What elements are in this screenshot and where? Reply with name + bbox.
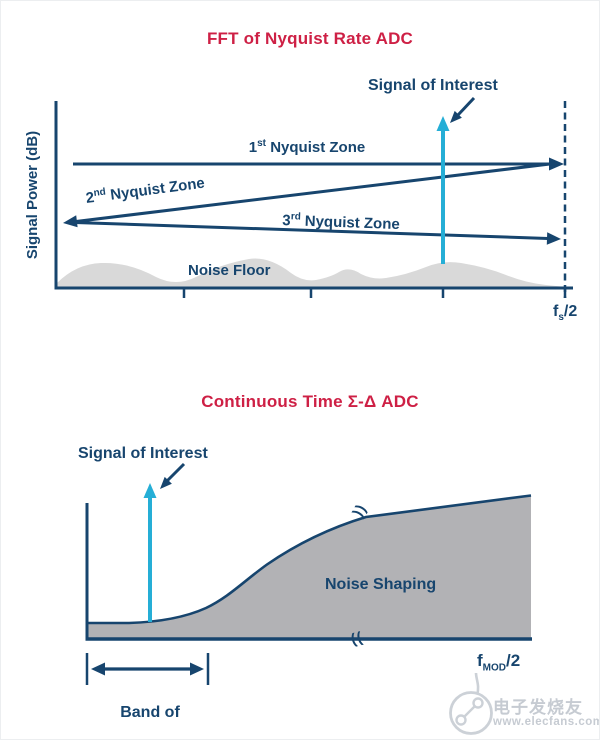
noise-shaping-label: Noise Shaping bbox=[325, 576, 437, 593]
zone1-num: 1 bbox=[248, 139, 258, 156]
zone2-arrow bbox=[63, 161, 559, 228]
chart1-annotation-arrow bbox=[450, 96, 476, 123]
fs2-rest: /2 bbox=[563, 303, 578, 320]
zone3-rest: Nyquist Zone bbox=[300, 212, 401, 234]
chart1-fs2-label: fs/2 bbox=[553, 303, 578, 324]
chart1-x-ticks bbox=[182, 288, 567, 298]
band-of-interest-bracket bbox=[85, 653, 210, 685]
chart1-plot bbox=[54, 96, 573, 298]
fmod2-base: f bbox=[477, 651, 483, 670]
noise-shaping-curve bbox=[87, 494, 532, 625]
chart1-title: FFT of Nyquist Rate ADC bbox=[206, 29, 414, 48]
fmod2-rest: /2 bbox=[506, 651, 521, 670]
zone3-arrow bbox=[74, 221, 561, 245]
fmod2-sub: MOD bbox=[482, 662, 507, 674]
chart1-signal-arrow bbox=[436, 116, 450, 264]
noise-floor-label: Noise Floor bbox=[188, 262, 271, 279]
chart2-signal-arrow bbox=[143, 483, 157, 622]
elecfans-logo-icon bbox=[449, 672, 493, 735]
zone1-sup: st bbox=[257, 138, 267, 149]
fs2-base: f bbox=[553, 303, 559, 320]
watermark-site-name: 电子发烧友 bbox=[493, 698, 583, 717]
zone1-arrow bbox=[73, 157, 564, 171]
watermark-site-url: www.elecfans.com bbox=[493, 716, 600, 728]
band-of-interest-label: Band of Interest bbox=[94, 684, 206, 739]
zone1-rest: Nyquist Zone bbox=[266, 139, 366, 156]
chart2-annotation-arrow bbox=[160, 462, 186, 489]
noise-floor-shape bbox=[57, 258, 566, 288]
zone1-label: 1st Nyquist Zone bbox=[227, 138, 387, 157]
chart1-signal-of-interest-label: Signal of Interest bbox=[368, 77, 498, 94]
noise-shaping-shape bbox=[87, 495, 531, 638]
fs2-sub: s bbox=[558, 312, 564, 324]
chart2-fmod2-label: fMOD/2 bbox=[477, 651, 521, 674]
band-label-line1: Band of bbox=[120, 704, 180, 721]
chart2-plot bbox=[85, 462, 532, 685]
chart2-title: Continuous Time Σ-Δ ADC bbox=[201, 392, 419, 411]
chart2-signal-of-interest-label: Signal of Interest bbox=[78, 445, 208, 462]
